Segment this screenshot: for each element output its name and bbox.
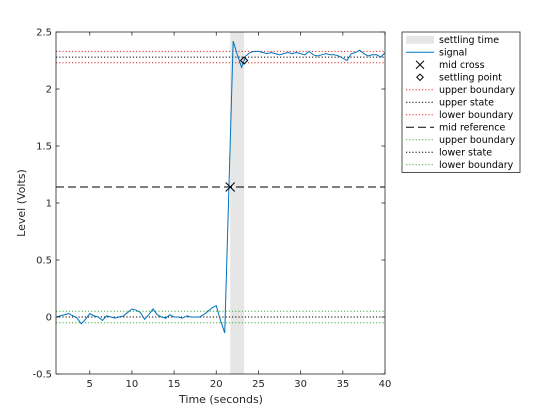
- y-tick-label: 1.5: [36, 142, 52, 153]
- legend-label: lower state: [439, 148, 492, 159]
- legend-item-mid-reference: mid reference: [406, 123, 505, 134]
- y-axis-label: Level (Volts): [15, 169, 28, 237]
- settling-point-marker: [239, 56, 249, 65]
- legend-item-settling-point: settling point: [416, 73, 502, 84]
- mid-cross-stroke-b: [225, 182, 236, 192]
- legend-item-upper-state: upper state: [406, 98, 494, 109]
- x-tick-label: 15: [168, 379, 181, 390]
- settling-time-area: [230, 32, 245, 374]
- legend-item-lower-state-lower-boundary: lower boundary: [406, 160, 514, 171]
- x-tick-label: 40: [379, 379, 392, 390]
- y-tick-label: 2: [46, 85, 52, 96]
- legend-label: lower boundary: [439, 160, 514, 171]
- legend-item-signal: signal: [406, 48, 467, 59]
- signal-line: [56, 40, 385, 334]
- legend-swatch: [415, 60, 425, 70]
- y-tick-label: 2.5: [36, 28, 52, 39]
- y-tick-label: 1: [46, 199, 52, 210]
- legend-item-mid-cross: mid cross: [415, 60, 485, 71]
- legend-label: settling time: [439, 35, 499, 46]
- x-tick-label: 25: [252, 379, 265, 390]
- legend-label: settling point: [439, 73, 502, 84]
- legend-label: signal: [439, 48, 467, 59]
- axes: 5 10 15 20 25 30 35 40 -0.5 0 0.5 1 1.5 2 2.5: [32, 28, 391, 391]
- x-tick-label: 5: [87, 379, 93, 390]
- x-tick-label: 35: [336, 379, 349, 390]
- legend-label: upper boundary: [439, 85, 515, 96]
- x-tick-label: 20: [210, 379, 223, 390]
- legend-item-upper-state-lower-boundary: lower boundary: [406, 110, 514, 121]
- legend-item-lower-state: lower state: [406, 148, 492, 159]
- legend-swatch: [406, 35, 434, 44]
- y-tick-label: -0.5: [32, 370, 52, 381]
- legend-label: mid cross: [439, 60, 485, 71]
- x-tick-label: 10: [126, 379, 139, 390]
- plot-content: [56, 32, 385, 374]
- y-tick-label: 0: [46, 313, 52, 324]
- legend-item-settling-time: settling time: [406, 35, 499, 46]
- plot-area: [56, 32, 385, 374]
- legend-label: mid reference: [439, 123, 505, 134]
- legend-label: upper state: [439, 98, 494, 109]
- legend-swatch: [416, 73, 424, 82]
- x-tick-label: 30: [294, 379, 307, 390]
- legend-item-lower-state-upper-boundary: upper boundary: [406, 135, 515, 146]
- x-axis-label: Time (seconds): [178, 393, 263, 406]
- legend-label: upper boundary: [439, 135, 515, 146]
- legend-item-upper-state-upper-boundary: upper boundary: [406, 85, 515, 96]
- y-tick-label: 0.5: [36, 256, 52, 267]
- mid-cross-marker: [225, 182, 236, 192]
- legend-label: lower boundary: [439, 110, 514, 121]
- legend-box: [401, 31, 521, 173]
